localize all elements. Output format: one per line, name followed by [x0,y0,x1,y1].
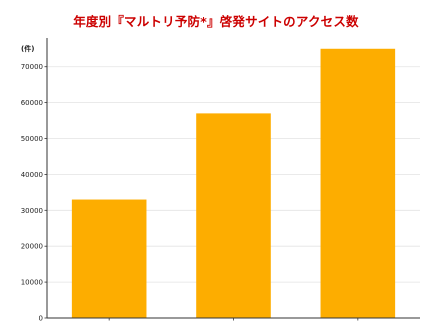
bar-r4 [71,199,147,318]
axes [44,38,420,321]
y-tick-label: 20000 [21,243,43,251]
y-tick-label: 0 [39,315,43,323]
y-axis-unit-label: (件) [21,45,35,53]
y-tick-label: 50000 [21,135,43,143]
y-tick-labels: 0 10000 20000 30000 40000 50000 60000 70000 [21,63,43,322]
bars [71,48,396,319]
y-tick-label: 40000 [21,171,43,179]
y-tick-label: 60000 [21,99,43,107]
y-tick-label: 10000 [21,279,43,287]
y-tick-label: 30000 [21,207,43,215]
chart-title: 年度別『マルトリ予防*』啓発サイトのアクセス数 [73,14,359,29]
y-tick-label: 70000 [21,63,43,71]
bar-r5 [196,113,271,318]
bar-r6 [320,48,396,319]
